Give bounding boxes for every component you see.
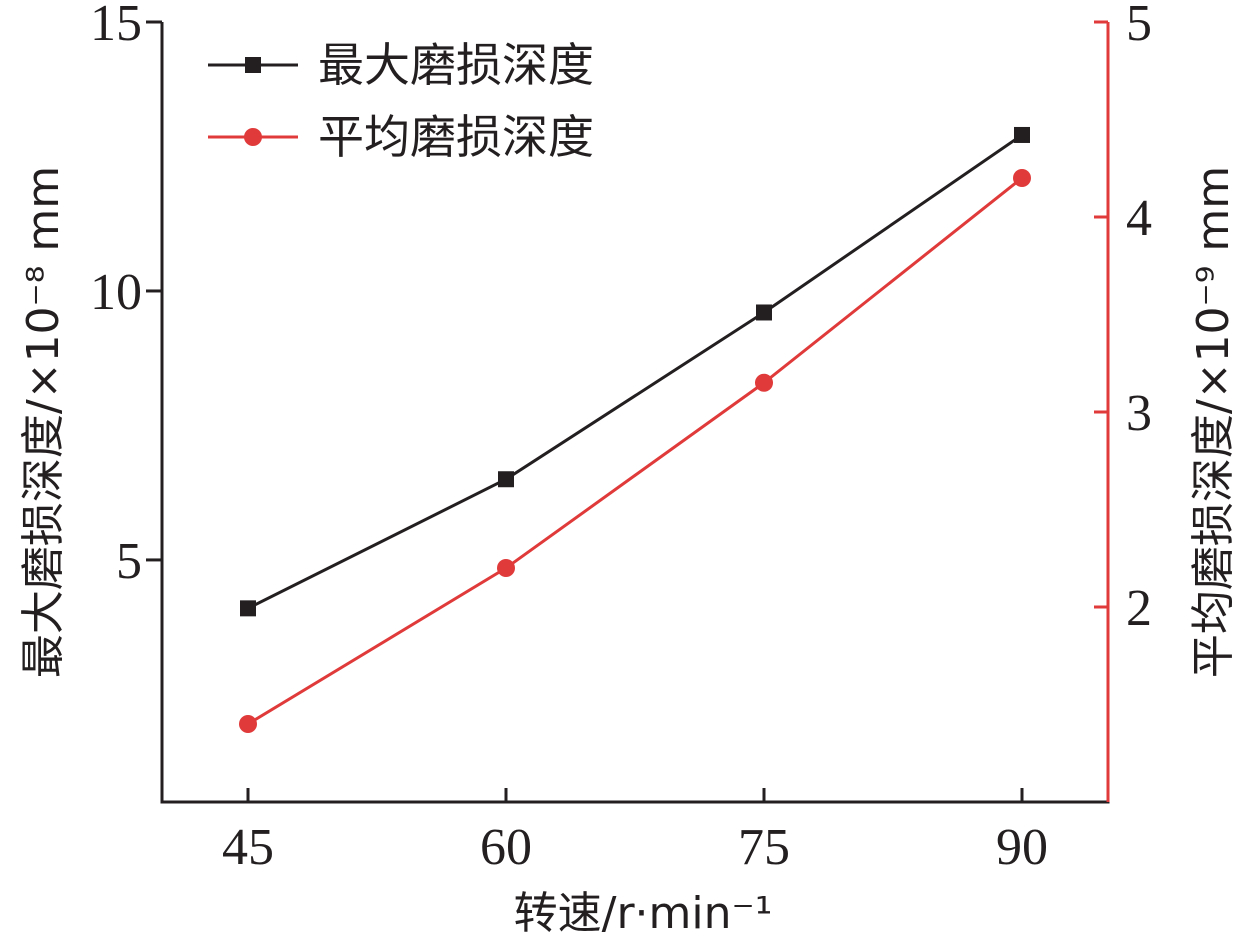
legend-label-1: 最大磨损深度 (318, 38, 594, 92)
series-line-1 (247, 133, 1023, 610)
legend-circle-marker (244, 128, 262, 146)
x-tick-label: 45 (222, 819, 274, 876)
circle-marker (1013, 169, 1031, 187)
square-marker (498, 471, 514, 488)
x-tick-label: 75 (738, 819, 790, 876)
x-tick-label: 60 (480, 819, 532, 876)
square-marker (240, 600, 256, 617)
y-right-tick-label: 5 (1126, 0, 1152, 52)
y-axis-left-title: 最大磨损深度/×10⁻⁸ mm (18, 166, 69, 678)
y-left-tick-label: 15 (90, 0, 142, 52)
y-right-tick-label: 4 (1126, 190, 1152, 247)
y-right-tick-label: 3 (1126, 385, 1152, 442)
y-axis-right-title: 平均磨损深度/×10⁻⁹ mm (1188, 166, 1239, 678)
series-layer (239, 126, 1031, 733)
circle-marker (497, 559, 515, 577)
x-tick-label: 90 (996, 819, 1048, 876)
legend-square-marker (245, 57, 261, 73)
square-marker (756, 304, 772, 321)
y-right-tick-label: 2 (1126, 580, 1152, 637)
y-left-tick-label: 5 (116, 533, 142, 590)
x-axis-title: 转速/r·min⁻¹ (514, 888, 773, 939)
square-marker (1014, 126, 1030, 143)
circle-marker (755, 373, 773, 392)
circle-marker (239, 715, 257, 733)
y-left-tick-label: 10 (90, 264, 142, 321)
legend-label-2: 平均磨损深度 (318, 110, 594, 164)
series-line-2 (247, 176, 1023, 726)
